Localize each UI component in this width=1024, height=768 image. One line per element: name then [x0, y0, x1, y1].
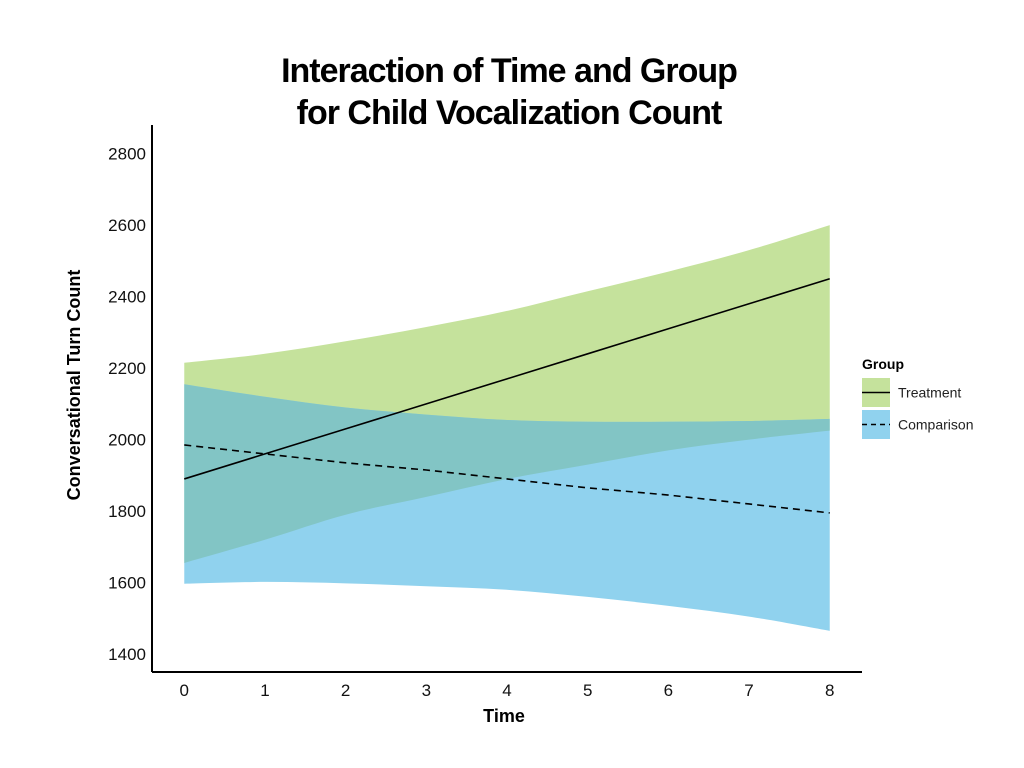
tick-labels: 0 1 2 3 4 5 6 7 8 1400 1600 1800 2000 2200 2400 2600 280…	[108, 145, 834, 700]
chart-title-line-2: for Child Vocalization Count	[297, 94, 722, 132]
axes	[151, 125, 862, 673]
x-tick-label: 5	[583, 681, 592, 700]
y-tick-label: 2400	[108, 288, 146, 307]
treatment-line	[184, 277, 830, 480]
legend-title: Group	[862, 356, 904, 372]
y-tick-label: 2600	[108, 216, 146, 235]
comparison-line	[184, 444, 830, 514]
x-tick-label: 6	[664, 681, 673, 700]
treatment-legend-label: Treatment	[898, 385, 961, 401]
comparison-legend-label: Comparison	[898, 417, 973, 433]
x-tick-label: 3	[422, 681, 431, 700]
x-tick-label: 8	[825, 681, 834, 700]
y-tick-label: 2000	[108, 431, 146, 450]
y-tick-label: 1800	[108, 502, 146, 521]
y-tick-label: 2800	[108, 145, 146, 164]
y-tick-label: 2200	[108, 359, 146, 378]
x-tick-label: 0	[180, 681, 189, 700]
y-axis-label: Conversational Turn Count	[64, 270, 84, 501]
confidence-bands	[184, 225, 830, 631]
x-tick-label: 1	[260, 681, 269, 700]
legend: Group Treatment Comparison	[862, 356, 973, 439]
series-lines	[184, 277, 830, 514]
x-tick-label: 4	[502, 681, 511, 700]
x-axis-label: Time	[483, 706, 525, 726]
y-tick-label: 1400	[108, 645, 146, 664]
x-tick-label: 7	[744, 681, 753, 700]
chart-title-line-1: Interaction of Time and Group	[281, 52, 737, 90]
x-tick-label: 2	[341, 681, 350, 700]
y-tick-label: 1600	[108, 574, 146, 593]
